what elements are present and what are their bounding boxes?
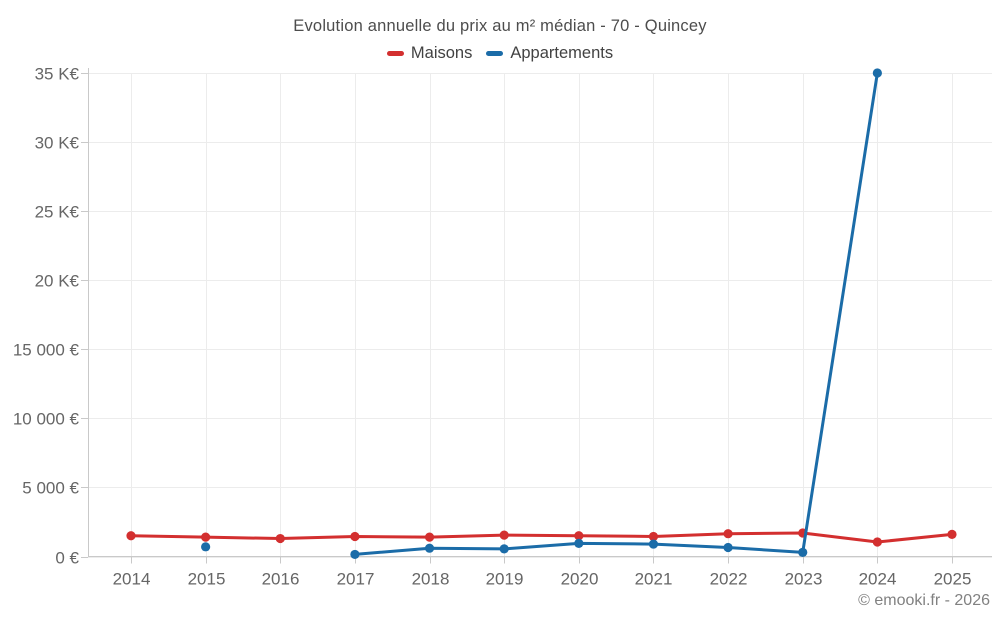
appartements-line [353,71,879,556]
data-point-maisons-2020 [574,531,584,541]
x-axis-tick-label: 2024 [859,570,897,589]
x-axis-tick-label: 2016 [262,570,300,589]
maisons-line [129,531,954,544]
legend-label-appartements: Appartements [510,44,614,62]
data-point-appartements-2024 [872,68,882,78]
y-axis-tick-label: 35 K€ [35,65,80,84]
x-axis-tick-label: 2023 [785,570,823,589]
y-axis-tick-label: 20 K€ [35,272,80,291]
legend-item-maisons[interactable]: Maisons [386,44,473,63]
y-axis-tick-label: 5 000 € [22,479,79,498]
data-point-maisons-2017 [350,531,360,542]
x-axis-tick-label: 2025 [934,570,972,589]
data-point-appartements-2018 [424,543,435,553]
x-axis-tick-label: 2019 [486,570,524,589]
data-point-maisons-2018 [424,532,435,542]
x-axis-tick-label: 2021 [635,570,673,589]
data-point-maisons-2016 [275,533,285,544]
x-axis-tick-label: 2017 [337,570,375,589]
data-point-maisons-2024 [872,537,882,547]
data-point-maisons-2025 [947,529,957,539]
legend-label-maisons: Maisons [410,44,473,62]
legend-swatch-appartements [486,51,504,56]
legend-swatch-maisons [386,51,404,56]
data-point-maisons-2021 [648,531,659,542]
copyright-credit: © emooki.fr - 2026 [858,592,990,609]
data-point-appartements-2022 [723,542,733,553]
data-point-maisons-2019 [499,530,509,540]
data-point-appartements-2021 [648,539,659,549]
y-axis-tick-label: 10 000 € [13,410,80,429]
x-axis-tick-label: 2015 [188,570,226,589]
x-axis-tick-label: 2018 [412,570,450,589]
x-axis-tick-label: 2014 [113,570,151,589]
x-axis-tick-label: 2022 [710,570,748,589]
x-axis-tick-label: 2020 [561,570,599,589]
data-point-appartements-2017 [350,549,360,560]
data-point-maisons-2022 [723,529,733,539]
data-point-maisons-2014 [126,531,136,541]
y-axis-tick-label: 0 € [55,549,79,568]
y-axis-tick-label: 30 K€ [35,134,80,153]
y-axis-tick-label: 15 000 € [13,341,80,360]
legend-item-appartements[interactable]: Appartements [486,44,613,63]
data-point-appartements-2020 [574,538,584,548]
chart-legend: Maisons Appartements [0,44,1000,63]
data-point-appartements-2023 [798,547,808,557]
data-point-appartements-2019 [499,544,509,554]
chart-title: Evolution annuelle du prix au m² médian … [293,17,707,35]
data-point-maisons-2015 [201,532,211,542]
data-point-appartements-2015 [201,542,211,552]
y-axis-tick-label: 25 K€ [35,203,80,222]
